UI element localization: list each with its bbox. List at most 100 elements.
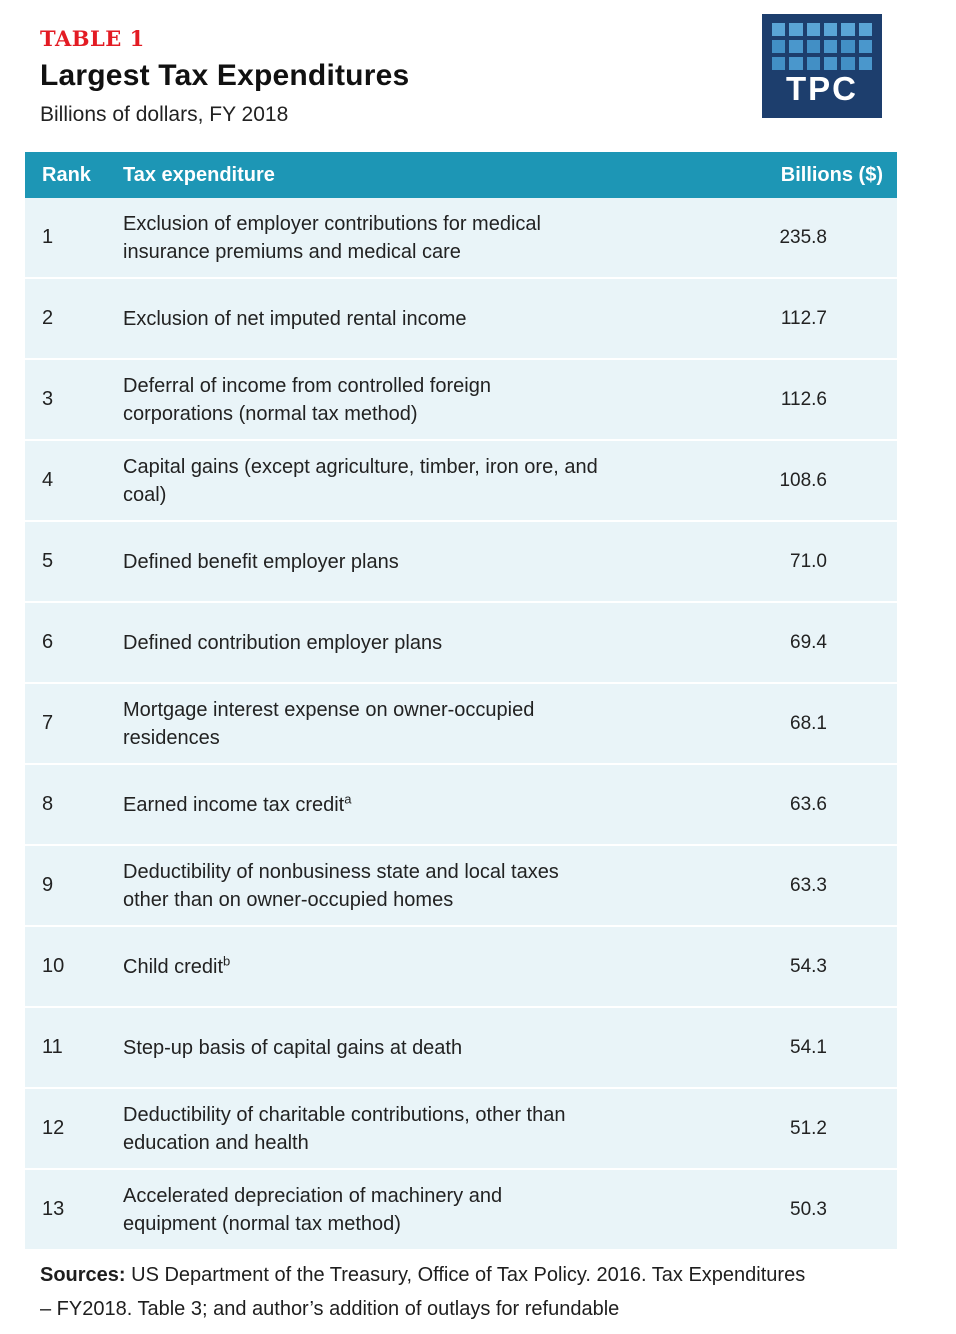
row-label: Child credit	[123, 955, 224, 978]
logo-pixel	[772, 23, 786, 36]
row-expenditure-cell: Exclusion of employer contributions for …	[123, 210, 717, 266]
row-label: Deferral of income from controlled forei…	[123, 374, 491, 425]
table-body: 1 Exclusion of employer contributions fo…	[25, 198, 897, 1251]
row-expenditure-cell: Accelerated depreciation of machinery an…	[123, 1182, 717, 1238]
row-rank: 8	[42, 793, 54, 815]
row-value: 51.2	[790, 1117, 827, 1139]
table-header-row: Rank Tax expenditure Billions ($)	[25, 152, 897, 198]
row-expenditure-cell: Step-up basis of capital gains at death	[123, 1034, 717, 1062]
logo-pixel	[823, 57, 838, 70]
row-rank: 7	[42, 712, 54, 734]
row-footnote-marker: b	[223, 952, 231, 968]
row-expenditure-cell: Deductibility of nonbusiness state and l…	[123, 858, 717, 914]
row-expenditure-cell: Deductibility of charitable contribution…	[123, 1101, 717, 1157]
logo-pixel	[858, 40, 872, 53]
logo-pixel	[823, 23, 838, 36]
row-expenditure-cell: Child creditb	[123, 953, 717, 981]
row-expenditure-cell: Defined contribution employer plans	[123, 629, 717, 657]
expenditure-table: Rank Tax expenditure Billions ($) 1 Excl…	[25, 152, 897, 1251]
row-value: 54.1	[790, 1036, 827, 1058]
table-row: 6 Defined contribution employer plans 69…	[25, 603, 897, 684]
logo-pixel	[789, 23, 803, 36]
row-value: 63.3	[790, 874, 827, 896]
row-value: 63.6	[790, 793, 827, 815]
table-label: TABLE 1	[40, 26, 145, 51]
row-value: 71.0	[790, 550, 827, 572]
logo-pixel	[806, 57, 820, 70]
row-label: Deductibility of charitable contribution…	[123, 1103, 566, 1154]
table-row: 13 Accelerated depreciation of machinery…	[25, 1170, 897, 1251]
table-row: 7 Mortgage interest expense on owner-occ…	[25, 684, 897, 765]
row-label: Deductibility of nonbusiness state and l…	[123, 860, 559, 911]
row-expenditure-cell: Earned income tax credita	[123, 791, 717, 819]
row-rank: 9	[42, 874, 54, 896]
row-value: 50.3	[790, 1198, 827, 1220]
row-value: 54.3	[790, 955, 827, 977]
table-row: 10 Child creditb 54.3	[25, 927, 897, 1008]
row-label: Defined contribution employer plans	[123, 631, 443, 654]
row-value: 112.6	[780, 388, 827, 410]
logo-pixel	[789, 40, 803, 53]
logo-pixel	[806, 40, 820, 53]
row-expenditure-cell: Defined benefit employer plans	[123, 548, 717, 576]
logo-pixel-grid-icon	[772, 23, 872, 70]
table-row: 5 Defined benefit employer plans 71.0	[25, 522, 897, 603]
logo-pixel	[772, 40, 786, 53]
page-title: Largest Tax Expenditures	[40, 59, 410, 92]
row-rank: 10	[42, 955, 65, 977]
logo-pixel	[858, 23, 872, 36]
table-row: 9 Deductibility of nonbusiness state and…	[25, 846, 897, 927]
table-row: 8 Earned income tax credita 63.6	[25, 765, 897, 846]
logo-pixel	[858, 57, 872, 70]
row-value: 68.1	[790, 712, 827, 734]
logo-text: TPC	[786, 70, 858, 107]
logo-pixel	[841, 40, 855, 53]
row-rank: 4	[42, 469, 54, 491]
row-footnote-marker: a	[344, 790, 352, 806]
row-label: Earned income tax credit	[123, 793, 345, 816]
row-label: Step-up basis of capital gains at death	[123, 1036, 463, 1059]
logo-pixel	[806, 23, 820, 36]
row-value: 69.4	[790, 631, 827, 653]
row-value: 235.8	[779, 226, 827, 248]
row-label: Accelerated depreciation of machinery an…	[123, 1184, 503, 1235]
logo-pixel	[772, 57, 786, 70]
row-rank: 3	[42, 388, 54, 410]
table-row: 1 Exclusion of employer contributions fo…	[25, 198, 897, 279]
page-subtitle: Billions of dollars, FY 2018	[40, 103, 289, 126]
table-row: 3 Deferral of income from controlled for…	[25, 360, 897, 441]
row-rank: 1	[42, 226, 54, 248]
title-block: TABLE 1 Largest Tax Expenditures Billion…	[40, 26, 409, 127]
row-rank: 5	[42, 550, 54, 572]
sources-label: Sources:	[40, 1264, 126, 1286]
logo-pixel	[823, 40, 838, 53]
row-expenditure-cell: Deferral of income from controlled forei…	[123, 372, 717, 428]
column-header-billions: Billions ($)	[780, 163, 883, 186]
row-label: Defined benefit employer plans	[123, 550, 399, 573]
logo-pixel	[841, 57, 855, 70]
row-value: 108.6	[779, 469, 827, 491]
row-rank: 2	[42, 307, 54, 329]
logo-pixel	[789, 57, 803, 70]
column-header-expenditure: Tax expenditure	[123, 163, 275, 186]
row-label: Capital gains (except agriculture, timbe…	[123, 455, 598, 506]
row-rank: 13	[42, 1198, 65, 1220]
table-row: 2 Exclusion of net imputed rental income…	[25, 279, 897, 360]
row-rank: 6	[42, 631, 54, 653]
sources-text: US Department of the Treasury, Office of…	[40, 1264, 806, 1320]
column-header-rank: Rank	[42, 163, 91, 186]
row-label: Exclusion of net imputed rental income	[123, 307, 467, 330]
tpc-logo: TPC	[762, 14, 882, 118]
sources-note: Sources: US Department of the Treasury, …	[40, 1258, 808, 1326]
row-expenditure-cell: Exclusion of net imputed rental income	[123, 305, 717, 333]
row-rank: 11	[42, 1036, 63, 1058]
row-label: Exclusion of employer contributions for …	[123, 212, 541, 263]
row-label: Mortgage interest expense on owner-occup…	[123, 698, 535, 749]
row-value: 112.7	[780, 307, 827, 329]
row-expenditure-cell: Mortgage interest expense on owner-occup…	[123, 696, 717, 752]
row-rank: 12	[42, 1117, 65, 1139]
table-row: 11 Step-up basis of capital gains at dea…	[25, 1008, 897, 1089]
logo-pixel	[841, 23, 855, 36]
table-row: 12 Deductibility of charitable contribut…	[25, 1089, 897, 1170]
